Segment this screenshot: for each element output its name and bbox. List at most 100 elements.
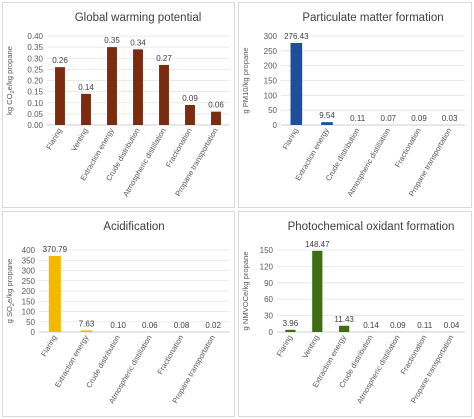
y-tick-label: 120 — [260, 262, 274, 271]
x-tick-label: Fractionation — [399, 334, 429, 377]
bar-venting — [312, 250, 323, 332]
y-tick-label: 0.30 — [27, 54, 43, 63]
data-label: 0.10 — [110, 321, 126, 330]
x-tick-label: Crude distribution — [84, 334, 122, 390]
x-tick-label: Venting — [69, 127, 89, 153]
y-tick-label: 0.00 — [27, 121, 43, 130]
y-tick-label: 0.35 — [27, 43, 43, 52]
data-label: 0.07 — [381, 114, 397, 123]
x-tick-label: Venting — [301, 334, 321, 360]
data-label: 276.43 — [284, 32, 309, 41]
y-tick-label: 0 — [269, 328, 274, 337]
chart-panel-particulate-matter-formation: Particulate matter formation 0 50 100 150 200… — [238, 2, 472, 208]
chart-panel-global-warming-potential: Global warming potential 0.00 0.05 0.10 0.15… — [2, 2, 235, 208]
data-label: 0.14 — [363, 321, 379, 330]
y-axis-label: g NMVOCe/kg propane — [241, 252, 250, 331]
bar-extraction-energy — [321, 122, 333, 125]
data-label: 3.96 — [283, 319, 299, 328]
bar-venting — [81, 93, 91, 125]
y-tick-label: 60 — [264, 295, 273, 304]
y-tick-label: 0.10 — [27, 99, 43, 108]
data-label: 0.27 — [156, 54, 172, 63]
chart-panel-photochemical-oxidant-formation: Photochemical oxidant formation 0 30 60 90 12… — [238, 211, 472, 417]
data-label: 0.04 — [444, 321, 460, 330]
bar-flaring — [290, 42, 303, 125]
y-axis-label: g PM10/kg propane — [241, 47, 250, 113]
data-label: 148.47 — [305, 240, 330, 249]
x-tick-label: Flaring — [275, 334, 294, 359]
chart-title: Particulate matter formation — [302, 12, 443, 24]
y-tick-label: 250 — [264, 47, 278, 56]
y-tick-label: 0.05 — [27, 110, 43, 119]
y-tick-label: 0 — [31, 328, 36, 337]
bar-atmospheric-distillation — [159, 64, 169, 125]
data-label: 0.03 — [442, 114, 458, 123]
data-label: 0.06 — [142, 321, 158, 330]
chart-title: Photochemical oxidant formation — [288, 221, 455, 233]
y-tick-label: 150 — [22, 297, 36, 306]
y-tick-label: 150 — [264, 77, 278, 86]
x-tick-label: Flaring — [39, 334, 58, 359]
y-tick-label: 150 — [260, 246, 274, 255]
y-tick-label: 100 — [22, 308, 36, 317]
y-tick-label: 250 — [22, 277, 36, 286]
data-label: 0.35 — [104, 36, 120, 45]
data-label: 370.79 — [43, 245, 68, 254]
data-label: 0.14 — [78, 83, 94, 92]
data-label: 7.63 — [79, 319, 95, 328]
chart-title: Acidification — [103, 221, 164, 233]
data-label: 11.43 — [334, 315, 354, 324]
x-tick-label: Fractionation — [393, 127, 423, 170]
chart-panel-acidification: Acidification 0 50 100 150 200 250 300 350 400 g S… — [2, 211, 235, 417]
x-tick-label: Flaring — [44, 127, 63, 152]
bar-extraction-energy — [107, 47, 117, 125]
bar-fractionation — [185, 104, 195, 125]
data-label: 0.11 — [417, 321, 433, 330]
data-label: 0.26 — [52, 56, 68, 65]
y-tick-label: 200 — [264, 62, 278, 71]
x-tick-label: Fractionation — [155, 334, 185, 377]
y-tick-label: 0.40 — [27, 32, 43, 41]
bar-extraction-energy — [80, 330, 93, 332]
y-tick-label: 0.20 — [27, 77, 43, 86]
data-label: 0.34 — [130, 38, 146, 47]
data-label: 0.11 — [350, 114, 366, 123]
bar-flaring — [285, 329, 296, 332]
bar-propane-transportation — [211, 111, 221, 125]
y-tick-label: 0 — [273, 121, 278, 130]
chart-title: Global warming potential — [75, 12, 202, 24]
data-label: 0.06 — [208, 101, 224, 110]
bar-flaring — [48, 255, 61, 332]
x-tick-label: Extraction energy — [53, 333, 90, 389]
y-tick-label: 400 — [22, 246, 36, 255]
y-tick-label: 350 — [22, 256, 36, 265]
bar-flaring — [55, 67, 65, 125]
y-tick-label: 50 — [268, 106, 277, 115]
data-label: 0.09 — [182, 94, 198, 103]
chart-svg: Particulate matter formation 0 50 100 150 200… — [241, 12, 465, 198]
chart-svg: Global warming potential 0.00 0.05 0.10 0.15… — [5, 12, 229, 198]
chart-svg: Photochemical oxidant formation 0 30 60 90 12… — [241, 221, 465, 405]
x-tick-label: Flaring — [281, 127, 300, 152]
y-tick-label: 100 — [264, 91, 278, 100]
y-tick-label: 200 — [22, 287, 36, 296]
y-tick-label: 0.15 — [27, 88, 43, 97]
y-tick-label: 0.25 — [27, 65, 43, 74]
y-tick-label: 300 — [264, 32, 278, 41]
data-label: 9.54 — [319, 111, 335, 120]
data-label: 0.09 — [411, 114, 427, 123]
bar-crude-distribution — [133, 49, 143, 125]
y-axis-label: g SO2e/kg propane — [5, 259, 16, 324]
y-tick-label: 50 — [26, 318, 35, 327]
y-tick-label: 90 — [264, 279, 273, 288]
data-label: 0.02 — [205, 321, 221, 330]
bar-extraction-energy — [339, 325, 350, 332]
y-axis-label: kg CO2e/kg propane — [5, 46, 16, 115]
data-label: 0.09 — [390, 321, 406, 330]
data-label: 0.08 — [174, 321, 190, 330]
y-tick-label: 30 — [264, 312, 273, 321]
x-tick-label: Fractionation — [164, 127, 194, 170]
y-tick-label: 300 — [22, 267, 36, 276]
